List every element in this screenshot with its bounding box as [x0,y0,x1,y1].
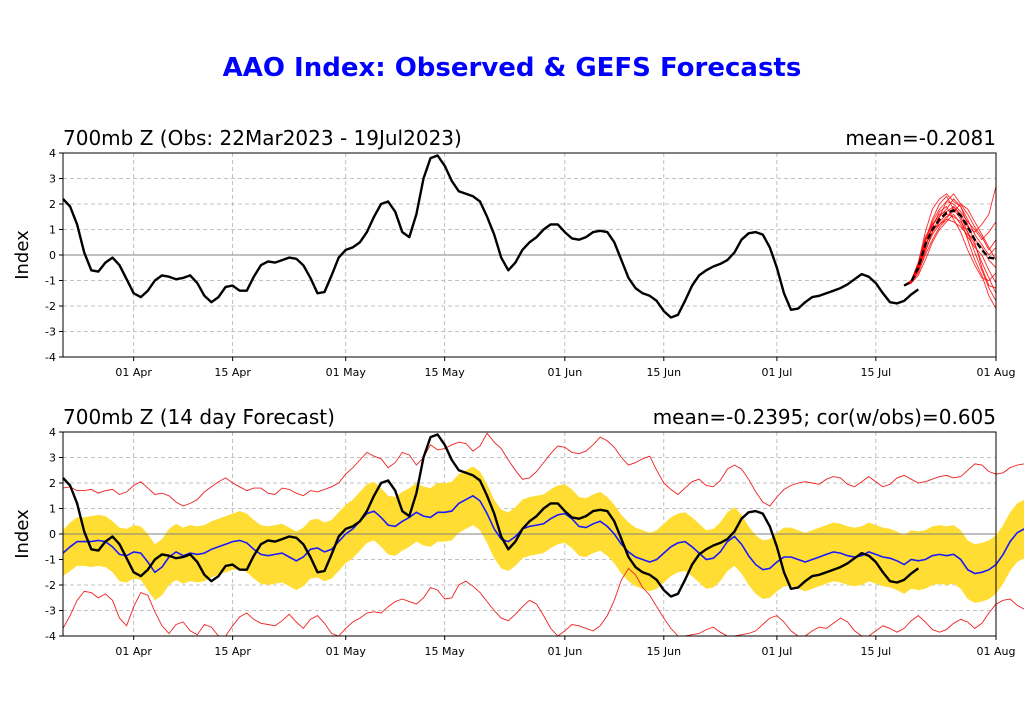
y-tick-label: -4 [45,630,56,643]
y-tick-label: 3 [49,173,56,186]
x-tick-label: 01 May [326,645,367,658]
x-tick-label: 15 Jul [860,366,891,379]
panel-forecast-title: 700mb Z (14 day Forecast) [63,405,335,429]
panel-observed-axes: -4 -3 -2 -1 0 1 2 3 4 01 Apr 15 Apr 01 May 15 May 01 … [45,147,1015,379]
spread-band [63,466,1024,603]
x-tick-label: 15 Jul [860,645,891,658]
x-tick-label: 15 Apr [214,645,251,658]
observed-line [62,433,920,598]
panel-forecast-series [62,432,1024,637]
panel-forecast-ylabel: Index [12,509,33,559]
panel-forecast: 700mb Z (14 day Forecast) mean=-0.2395; … [12,405,1024,658]
x-tick-label: 01 Aug [977,366,1016,379]
x-tick-label: 15 Jun [646,645,681,658]
y-tick-label: -1 [45,275,56,288]
x-tick-label: 01 May [326,366,367,379]
x-tick-label: 01 Apr [115,645,152,658]
x-tick-label: 01 Apr [115,366,152,379]
panel-observed-grid [63,152,997,358]
x-tick-label: 01 Aug [977,645,1016,658]
ensemble-member-line [903,205,997,302]
y-tick-label: 0 [49,528,56,541]
y-tick-label: 1 [49,503,56,516]
y-tick-label: -4 [45,351,56,364]
y-tick-label: 2 [49,477,56,490]
panel-observed: 700mb Z (Obs: 22Mar2023 - 19Jul2023) mea… [12,126,1015,379]
ensemble-member-line [903,213,997,287]
panel-observed-stat: mean=-0.2081 [845,126,996,150]
y-tick-label: 2 [49,198,56,211]
panel-forecast-axes: -4 -3 -2 -1 0 1 2 3 4 01 Apr 15 Apr 01 May 15 May 01 … [45,426,1015,658]
y-tick-label: -2 [45,579,56,592]
x-tick-label: 01 Jun [547,645,582,658]
y-tick-label: -1 [45,554,56,567]
y-tick-label: 4 [49,147,56,160]
x-tick-label: 01 Jul [762,645,793,658]
panel-observed-series [62,154,997,319]
figure-title: AAO Index: Observed & GEFS Forecasts [223,53,802,83]
x-tick-label: 15 Jun [646,366,681,379]
y-tick-label: -3 [45,605,56,618]
ensemble-member-line [903,198,997,286]
panel-observed-ylabel: Index [12,230,33,280]
x-tick-label: 01 Jun [547,366,582,379]
y-tick-label: 1 [49,224,56,237]
y-tick-label: 0 [49,249,56,262]
y-tick-label: 3 [49,452,56,465]
y-tick-label: -3 [45,326,56,339]
x-tick-label: 15 May [425,366,466,379]
lower-bound-line [62,567,1024,637]
forecast-mean-line [62,494,1024,575]
panel-observed-title: 700mb Z (Obs: 22Mar2023 - 19Jul2023) [63,126,462,150]
y-tick-label: -2 [45,300,56,313]
x-tick-label: 15 May [425,645,466,658]
x-tick-label: 15 Apr [214,366,251,379]
ensemble-mean-line [903,209,997,287]
panel-forecast-stat: mean=-0.2395; cor(w/obs)=0.605 [653,405,996,429]
x-tick-label: 01 Jul [762,366,793,379]
upper-bound-line [62,432,1024,507]
observed-line [62,154,920,319]
ensemble-member-line [903,213,997,294]
y-tick-label: 4 [49,426,56,439]
